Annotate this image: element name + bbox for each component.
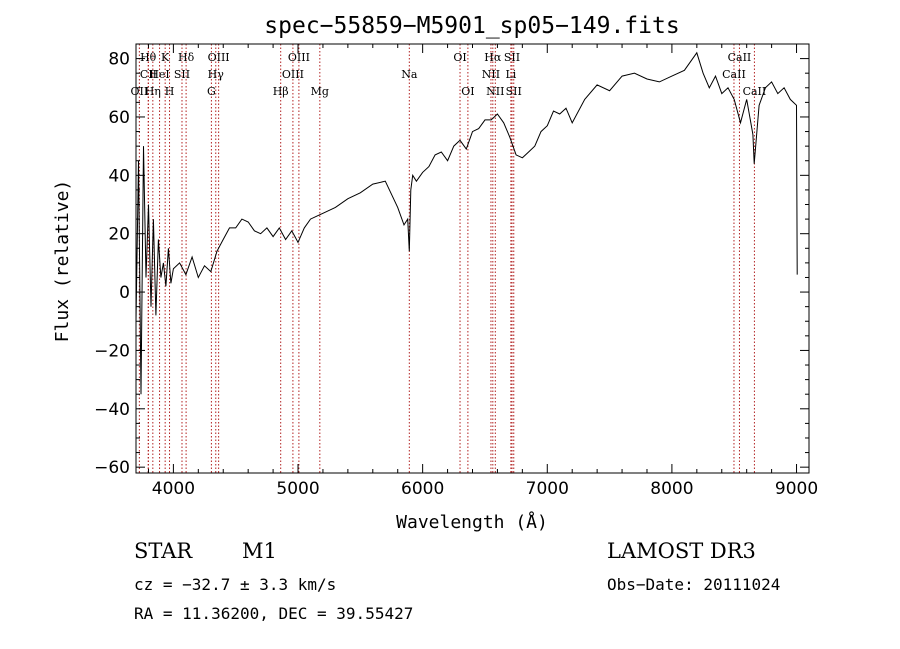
emission-line-label: G (207, 85, 216, 98)
emission-line-label: Li (505, 68, 516, 81)
y-tick-label: 80 (108, 50, 130, 70)
emission-line-labels: Hθ CII OII K HeI Hη Hδ SII H OIII Hγ G OIII OIII Hβ Mg N… (131, 51, 767, 98)
emission-line-label: Hγ (208, 68, 225, 81)
emission-line-label: Mg (311, 85, 329, 98)
observation-date: Obs−Date: 20111024 (607, 575, 781, 594)
plot-frame (135, 43, 810, 474)
emission-line-label: CaII (728, 51, 752, 64)
emission-line-label: OI (453, 51, 466, 64)
x-tick-label: 9000 (775, 479, 818, 499)
object-subclass: M1 (242, 539, 277, 563)
y-axis-ticks: −60 −40 −20 0 20 40 60 80 (94, 50, 809, 478)
survey-name: LAMOST DR3 (607, 539, 756, 563)
emission-line-label: SII (506, 85, 522, 98)
x-axis-ticks: 4000 5000 6000 7000 8000 9000 (147, 44, 818, 499)
emission-line-label: OII (131, 85, 149, 98)
emission-line-label: OI (461, 85, 474, 98)
x-tick-label: 7000 (526, 479, 569, 499)
y-tick-label: 20 (108, 225, 130, 245)
emission-line-label: Hα (484, 51, 502, 64)
y-tick-label: 40 (108, 166, 130, 186)
sky-coordinates: RA = 11.36200, DEC = 39.55427 (134, 604, 414, 623)
x-tick-label: 4000 (152, 479, 195, 499)
emission-line-label: CaII (743, 85, 767, 98)
emission-line-label: Hη (145, 85, 161, 98)
x-tick-label: 5000 (276, 479, 319, 499)
emission-line-label: K (161, 51, 170, 64)
spectrum-chart: spec−55859−M5901_sp05−149.fits Hθ CII OII K… (52, 13, 818, 533)
x-tick-label: 8000 (650, 479, 693, 499)
object-class: STAR (134, 539, 193, 563)
y-tick-label: −40 (94, 400, 130, 420)
emission-line-label: SII (174, 68, 190, 81)
emission-line-markers (138, 44, 755, 473)
y-tick-label: 0 (119, 283, 130, 303)
emission-line-label: Na (401, 68, 418, 81)
emission-line-label: CaII (722, 68, 746, 81)
emission-line-label: Hδ (178, 51, 195, 64)
emission-line-label: Hβ (273, 85, 289, 98)
spectrum-line (135, 51, 798, 395)
x-tick-label: 6000 (401, 479, 444, 499)
y-tick-label: −20 (94, 341, 130, 361)
y-tick-label: 60 (108, 108, 130, 128)
emission-line-label: NII (486, 85, 504, 98)
emission-line-label: H (165, 85, 175, 98)
emission-line-label: OIII (282, 68, 304, 81)
chart-title: spec−55859−M5901_sp05−149.fits (264, 13, 679, 39)
emission-line-label: HeI (149, 68, 169, 81)
redshift-velocity: cz = −32.7 ± 3.3 km/s (134, 575, 337, 594)
emission-line-label: CII (140, 68, 157, 81)
x-axis-label: Wavelength (Å) (396, 511, 548, 533)
emission-line-label: NII (482, 68, 500, 81)
y-tick-label: −60 (94, 458, 130, 478)
emission-line-label: Hθ (140, 51, 157, 64)
emission-line-label: OIII (208, 51, 230, 64)
y-axis-label: Flux (relative) (52, 180, 73, 343)
emission-line-label: SII (504, 51, 520, 64)
emission-line-label: OIII (288, 51, 310, 64)
